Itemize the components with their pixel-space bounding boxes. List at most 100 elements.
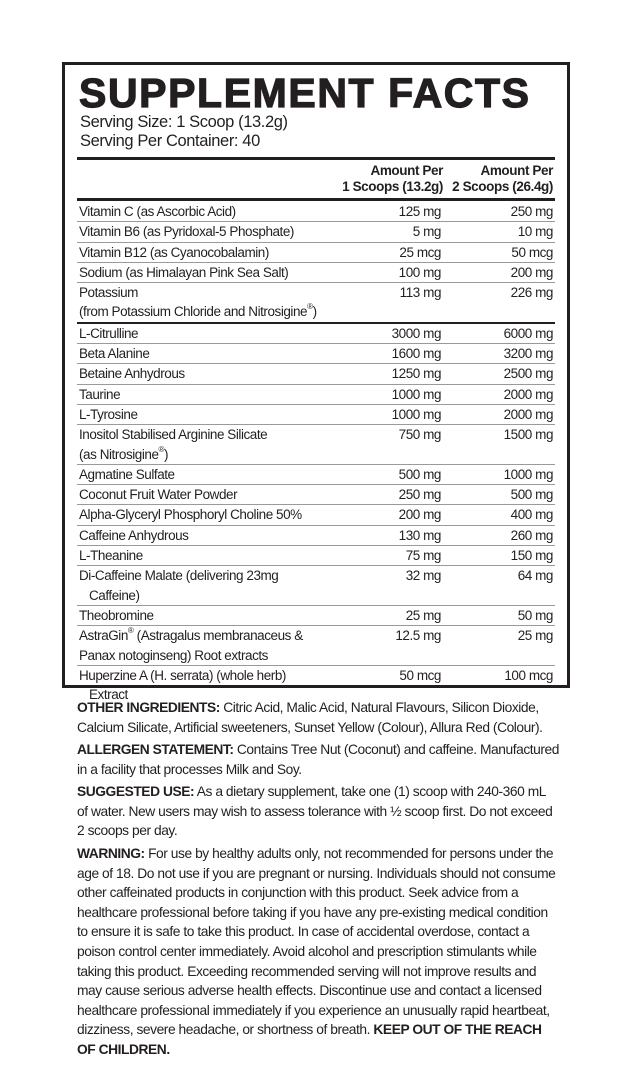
ingredient-name-line: Coconut Fruit Water Powder [79,487,238,503]
table-row: Agmatine Sulfate 500 mg 1000 mg [77,465,555,486]
amount-1-scoop: 200 mg [398,507,442,523]
table-row: AstraGin® (Astragalus membranaceus & Pana… [77,626,555,666]
ingredient-name: Sodium (as Himalayan Pink Sea Salt) [77,263,379,282]
ingredient-name-line: (from Potassium Chloride and Nitrosigine… [79,302,317,320]
ingredient-name: AstraGin® (Astragalus membranaceus & Pana… [77,626,379,665]
ingredient-name-line: Panax notoginseng) Root extracts [79,647,268,663]
ingredient-name: Coconut Fruit Water Powder [77,485,379,504]
divider [77,198,555,201]
table-row: L-Tyrosine 1000 mg 2000 mg [77,405,555,426]
ingredient-name: Inositol Stabilised Arginine Silicate (as… [77,425,379,464]
ingredient-name-line: Vitamin B12 (as Cyanocobalamin) [79,244,269,260]
amount-2-scoops: 150 mg [510,548,554,564]
table-row: Coconut Fruit Water Powder 250 mg 500 mg [77,485,555,506]
ingredient-name-line: L-Citrulline [79,325,139,341]
amount-2-scoops: 400 mg [510,507,554,523]
table-row: Theobromine 25 mg 50 mg [77,606,555,627]
label: SUGGESTED USE: [77,784,195,799]
ingredient-name-line: L-Tyrosine [79,406,138,422]
ingredient-name: Theobromine [77,606,379,625]
amount-2-scoops: 250 mg [510,204,554,219]
text: Contains Tree Nut (Coconut) and caffeine… [77,742,559,777]
header-line: Amount Per [480,163,553,178]
serving-size: Serving Size: 1 Scoop (13.2g) [80,113,288,131]
amount-1-scoop: 1000 mg [391,406,442,422]
ingredient-name: Potassium (from Potassium Chloride and Ni… [77,283,379,322]
table-row: Sodium (as Himalayan Pink Sea Salt) 100 m… [77,263,555,284]
amount-1-scoop: 50 mcg [399,667,441,683]
ingredient-name-line: Betaine Anhydrous [79,366,185,382]
ingredient-name-line: Extract [89,687,128,703]
amount-1-scoop: 25 mg [405,607,442,623]
ingredient-name-line: Vitamin C (as Ascorbic Acid) [79,204,236,219]
amount-1-scoop: 32 mg [405,568,442,584]
amount-2-scoops: 500 mg [510,487,554,503]
table-row: Alpha-Glyceryl Phosphoryl Choline 50% 200… [77,505,555,526]
ingredient-name-line: Huperzine A (H. serrata) (whole herb) [79,667,286,683]
ingredient-table: Vitamin C (as Ascorbic Acid) 125 mg 250 mg… [77,202,555,704]
ingredient-name: Taurine [77,385,379,404]
amount-1-scoop: 500 mg [398,466,442,482]
label: ALLERGEN STATEMENT: [77,742,234,757]
ingredient-name: Huperzine A (H. serrata) (whole herb) Ext… [77,666,379,705]
ingredient-name: Beta Alanine [77,344,379,363]
ingredient-name: L-Theanine [77,546,379,565]
amount-2-scoops: 64 mg [517,568,554,584]
amount-2-scoops: 3200 mg [503,346,554,362]
ingredient-name: Vitamin C (as Ascorbic Acid) [77,202,379,221]
table-row: L-Theanine 75 mg 150 mg [77,546,555,567]
text: For use by healthy adults only, not reco… [77,846,556,1038]
ingredient-name-line: Agmatine Sulfate [79,466,175,482]
panel-title: SUPPLEMENT FACTS [78,70,531,116]
amount-1-scoop: 25 mcg [399,244,441,260]
table-row: Vitamin B12 (as Cyanocobalamin) 25 mcg 50 … [77,243,555,263]
table-row: L-Citrulline 3000 mg 6000 mg [77,324,555,345]
ingredient-name-line: Beta Alanine [79,346,150,362]
table-row: Di-Caffeine Malate (delivering 23mg Caffe… [77,566,555,606]
amount-2-scoops: 50 mcg [511,244,553,260]
table-row: Betaine Anhydrous 1250 mg 2500 mg [77,364,555,385]
ingredient-name-line: Alpha-Glyceryl Phosphoryl Choline 50% [79,507,302,523]
label: WARNING: [77,846,145,861]
table-row: Potassium (from Potassium Chloride and Ni… [77,283,555,324]
amount-1-scoop: 12.5 mg [395,628,441,644]
amount-2-scoops: 25 mg [517,628,554,644]
ingredient-name-line: Inositol Stabilised Arginine Silicate [79,427,268,443]
servings-per-container: Serving Per Container: 40 [80,132,260,150]
table-row: Vitamin C (as Ascorbic Acid) 125 mg 250 mg [77,202,555,223]
amount-1-scoop: 1250 mg [391,366,442,382]
table-row: Caffeine Anhydrous 130 mg 260 mg [77,526,555,547]
amount-1-scoop: 113 mg [399,285,442,301]
amount-1-scoop: 75 mg [405,548,442,564]
column-header-2-scoops: Amount Per 2 Scoops (26.4g) [452,163,553,195]
ingredient-name: Agmatine Sulfate [77,465,379,484]
other-ingredients: OTHER INGREDIENTS: Citric Acid, Malic Ac… [77,698,559,737]
amount-2-scoops: 100 mcg [504,667,553,683]
ingredient-name-line: L-Theanine [79,548,143,564]
ingredient-name: Di-Caffeine Malate (delivering 23mg Caffe… [77,566,379,605]
ingredient-name: Vitamin B12 (as Cyanocobalamin) [77,243,379,262]
allergen-statement: ALLERGEN STATEMENT: Contains Tree Nut (C… [77,740,559,779]
ingredient-name-line: Theobromine [79,607,154,623]
ingredient-name-line: (as Nitrosigine®) [79,444,169,462]
warning: WARNING: For use by healthy adults only,… [77,844,559,1060]
amount-2-scoops: 2000 mg [503,386,554,402]
ingredient-name-line: Di-Caffeine Malate (delivering 23mg [79,568,279,584]
ingredient-name: Caffeine Anhydrous [77,526,379,545]
ingredient-name-line: Vitamin B6 (as Pyridoxal-5 Phosphate) [79,224,294,240]
amount-2-scoops: 1500 mg [503,427,554,443]
header-line: Amount Per [370,163,443,178]
text: Citric Acid, Malic Acid, Natural Flavour… [77,700,543,735]
header-line: 2 Scoops (26.4g) [452,179,553,194]
table-row: Vitamin B6 (as Pyridoxal-5 Phosphate) 5 m… [77,222,555,243]
ingredient-name-line: Taurine [79,386,121,402]
ingredient-name: L-Tyrosine [77,405,379,424]
amount-1-scoop: 130 mg [398,527,442,543]
ingredient-name: L-Citrulline [77,324,379,343]
suggested-use: SUGGESTED USE: As a dietary supplement, … [77,782,559,841]
amount-2-scoops: 260 mg [510,527,554,543]
closing-warning: KEEP OUT OF THE REACH OF CHILDREN. [77,1022,542,1057]
ingredient-name-line: Potassium [79,285,138,301]
amount-2-scoops: 2500 mg [503,366,554,382]
divider [77,157,555,160]
